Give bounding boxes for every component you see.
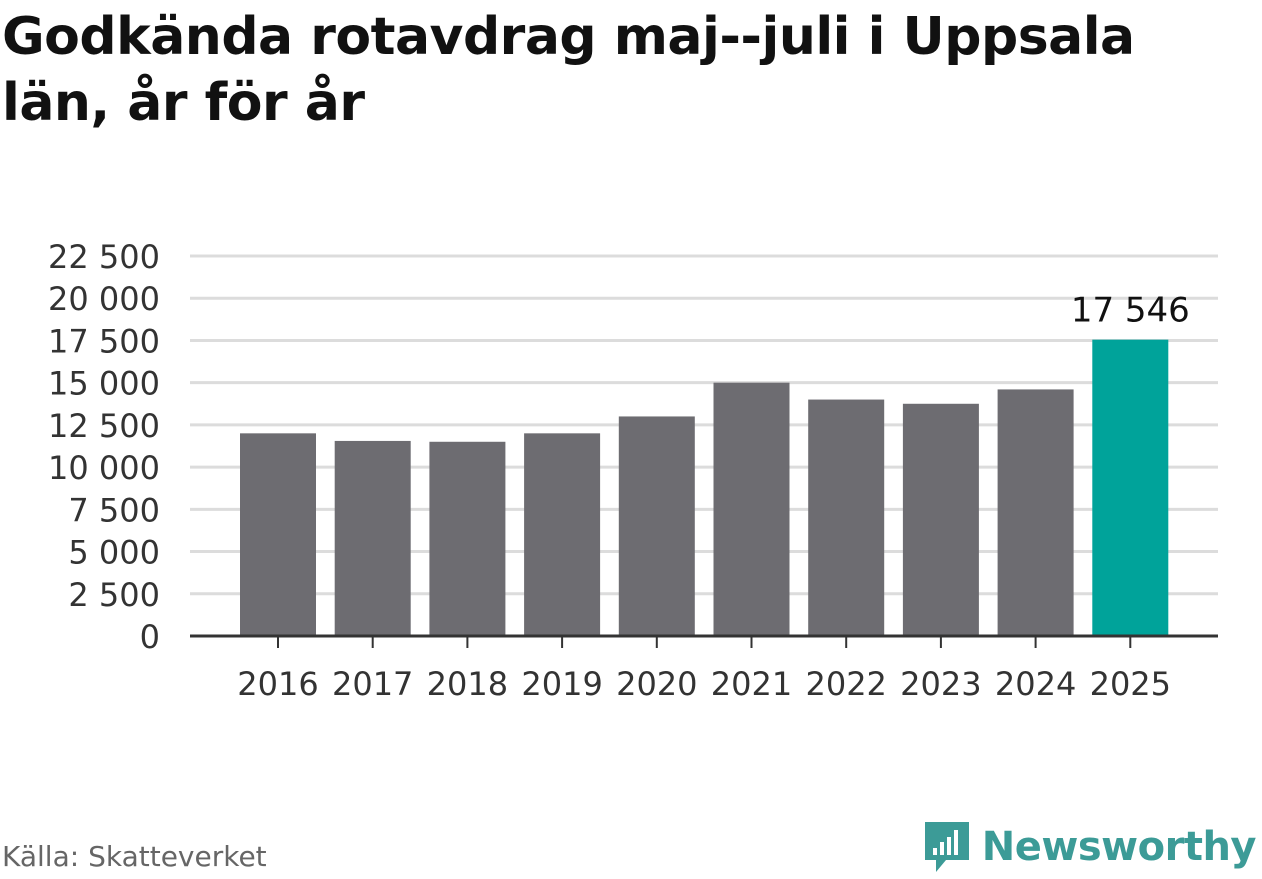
x-tick-label: 2018 (427, 665, 508, 703)
newsworthy-icon (924, 822, 969, 872)
bar (1092, 339, 1169, 636)
x-tick-label: 2022 (805, 665, 886, 703)
bar (240, 433, 316, 636)
y-tick-label: 15 000 (48, 365, 160, 403)
chart-title: Godkända rotavdrag maj--juli i Uppsala l… (2, 7, 1135, 133)
bar (713, 382, 790, 636)
x-tick-label: 2021 (711, 665, 792, 703)
bar (334, 440, 411, 636)
x-tick-label: 2023 (900, 665, 981, 703)
data-label: 17 546 (1071, 291, 1190, 331)
x-tick-label: 2016 (237, 665, 318, 703)
bar (429, 441, 506, 636)
y-tick-label: 7 500 (68, 491, 160, 529)
x-tick-label: 2019 (521, 665, 602, 703)
y-tick-label: 5 000 (68, 534, 160, 572)
x-tick-label: 2025 (1090, 665, 1171, 703)
y-tick-label: 2 500 (68, 576, 160, 614)
y-tick-label: 10 000 (48, 449, 160, 487)
y-tick-label: 17 500 (48, 322, 160, 360)
brand-name: Newsworthy (981, 824, 1257, 870)
y-tick-label: 22 500 (48, 238, 160, 276)
brand-logo: Newsworthy (922, 818, 1257, 876)
y-tick-label: 0 (140, 618, 160, 656)
y-tick-label: 20 000 (48, 280, 160, 318)
x-tick-label: 2024 (995, 665, 1076, 703)
bar (902, 403, 979, 636)
x-tick-label: 2020 (616, 665, 697, 703)
source-label: Källa: Skatteverket (2, 840, 267, 873)
x-tick-label: 2017 (332, 665, 413, 703)
bar (997, 389, 1074, 636)
y-tick-label: 12 500 (48, 407, 160, 445)
bar (618, 416, 695, 636)
bar (524, 433, 601, 636)
bar (808, 399, 885, 636)
